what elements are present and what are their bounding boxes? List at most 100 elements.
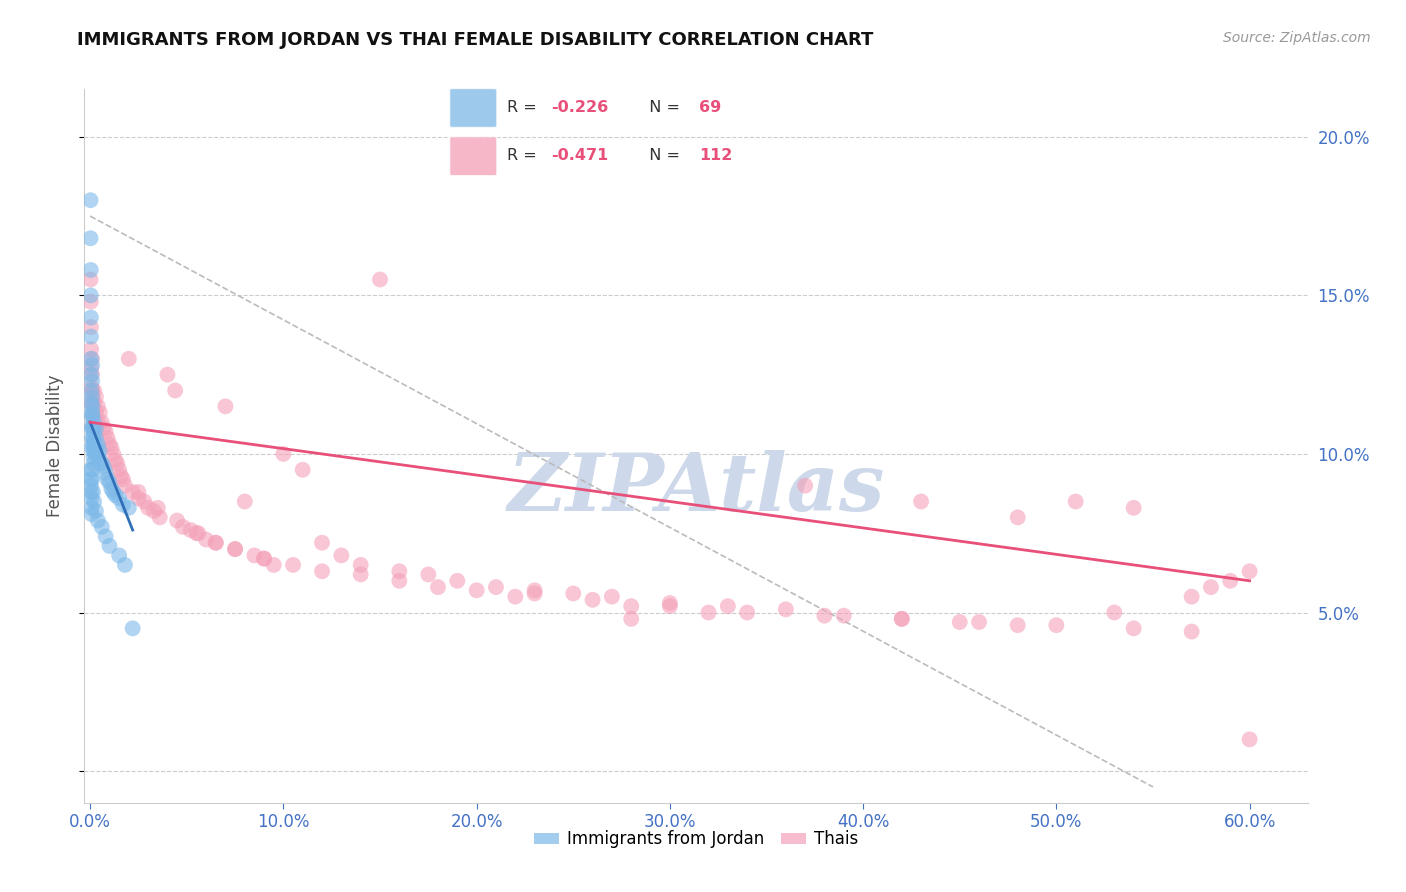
Point bbox=[134, 494, 156, 508]
Point bbox=[388, 574, 411, 588]
Point bbox=[1007, 510, 1029, 524]
Point bbox=[82, 409, 104, 423]
Point bbox=[87, 415, 110, 429]
Point bbox=[600, 590, 623, 604]
Point bbox=[82, 390, 104, 404]
Point bbox=[446, 574, 468, 588]
Legend: Immigrants from Jordan, Thais: Immigrants from Jordan, Thais bbox=[527, 824, 865, 855]
Point bbox=[1104, 606, 1126, 620]
Point bbox=[82, 400, 104, 414]
Point bbox=[84, 431, 107, 445]
Point bbox=[697, 606, 720, 620]
Point bbox=[105, 457, 128, 471]
Point bbox=[84, 504, 107, 518]
Point bbox=[1122, 621, 1144, 635]
Point bbox=[1219, 574, 1241, 588]
Point bbox=[149, 510, 172, 524]
Point bbox=[82, 450, 104, 464]
Point bbox=[80, 288, 103, 302]
Point bbox=[83, 415, 105, 429]
Point bbox=[311, 535, 333, 549]
Point bbox=[180, 523, 202, 537]
Point bbox=[104, 488, 127, 502]
Point bbox=[368, 272, 391, 286]
Point bbox=[620, 599, 643, 614]
Point bbox=[94, 425, 117, 439]
Point bbox=[80, 358, 103, 372]
Point bbox=[80, 310, 103, 325]
Point bbox=[110, 469, 132, 483]
Text: -0.226: -0.226 bbox=[551, 101, 609, 115]
Point bbox=[87, 400, 110, 414]
Point bbox=[100, 482, 122, 496]
Point bbox=[80, 390, 103, 404]
Text: ZIPAtlas: ZIPAtlas bbox=[508, 450, 884, 527]
Point bbox=[82, 437, 104, 451]
Point bbox=[89, 443, 111, 458]
Point bbox=[273, 447, 295, 461]
Point bbox=[214, 400, 236, 414]
Point bbox=[1045, 618, 1067, 632]
Point bbox=[80, 351, 103, 366]
Point bbox=[311, 564, 333, 578]
Point bbox=[136, 500, 159, 515]
Point bbox=[243, 549, 266, 563]
Point bbox=[1064, 494, 1087, 508]
Point bbox=[388, 564, 411, 578]
Point bbox=[503, 590, 526, 604]
Point bbox=[80, 396, 103, 410]
Point bbox=[562, 586, 585, 600]
Text: R =: R = bbox=[508, 101, 541, 115]
Point bbox=[1239, 732, 1261, 747]
Point bbox=[166, 514, 188, 528]
Y-axis label: Female Disability: Female Disability bbox=[45, 375, 63, 517]
Point bbox=[172, 520, 194, 534]
Point bbox=[80, 441, 103, 455]
Point bbox=[82, 485, 104, 500]
Point bbox=[103, 485, 125, 500]
Point bbox=[80, 485, 103, 500]
Point bbox=[350, 558, 373, 572]
Point bbox=[118, 500, 141, 515]
Point bbox=[80, 396, 103, 410]
Point bbox=[80, 406, 103, 420]
Point bbox=[1007, 618, 1029, 632]
Point bbox=[80, 472, 103, 486]
Point bbox=[224, 542, 246, 557]
Point bbox=[80, 351, 103, 366]
Point bbox=[658, 596, 681, 610]
Point bbox=[96, 472, 118, 486]
Point bbox=[253, 551, 276, 566]
Point bbox=[80, 463, 103, 477]
Point bbox=[204, 535, 226, 549]
Point bbox=[794, 478, 817, 492]
Point bbox=[118, 351, 141, 366]
Point bbox=[83, 441, 105, 455]
Point bbox=[80, 374, 103, 388]
Point bbox=[108, 463, 131, 477]
Point bbox=[80, 361, 103, 376]
Point bbox=[523, 583, 546, 598]
Point bbox=[103, 447, 125, 461]
Point bbox=[84, 447, 107, 461]
Point bbox=[104, 453, 127, 467]
Point bbox=[82, 421, 104, 435]
Point bbox=[98, 437, 121, 451]
Text: R =: R = bbox=[508, 148, 541, 162]
Point bbox=[1239, 564, 1261, 578]
Point bbox=[165, 384, 187, 398]
Point bbox=[80, 491, 103, 506]
Point bbox=[79, 231, 101, 245]
Point bbox=[83, 434, 105, 449]
Point bbox=[80, 472, 103, 486]
Point bbox=[108, 549, 131, 563]
Point bbox=[127, 485, 149, 500]
Point bbox=[90, 520, 112, 534]
Point bbox=[186, 526, 208, 541]
Point bbox=[775, 602, 797, 616]
Point bbox=[87, 437, 110, 451]
Point bbox=[96, 431, 118, 445]
Point bbox=[93, 459, 115, 474]
Point bbox=[80, 343, 103, 357]
Point bbox=[83, 396, 105, 410]
